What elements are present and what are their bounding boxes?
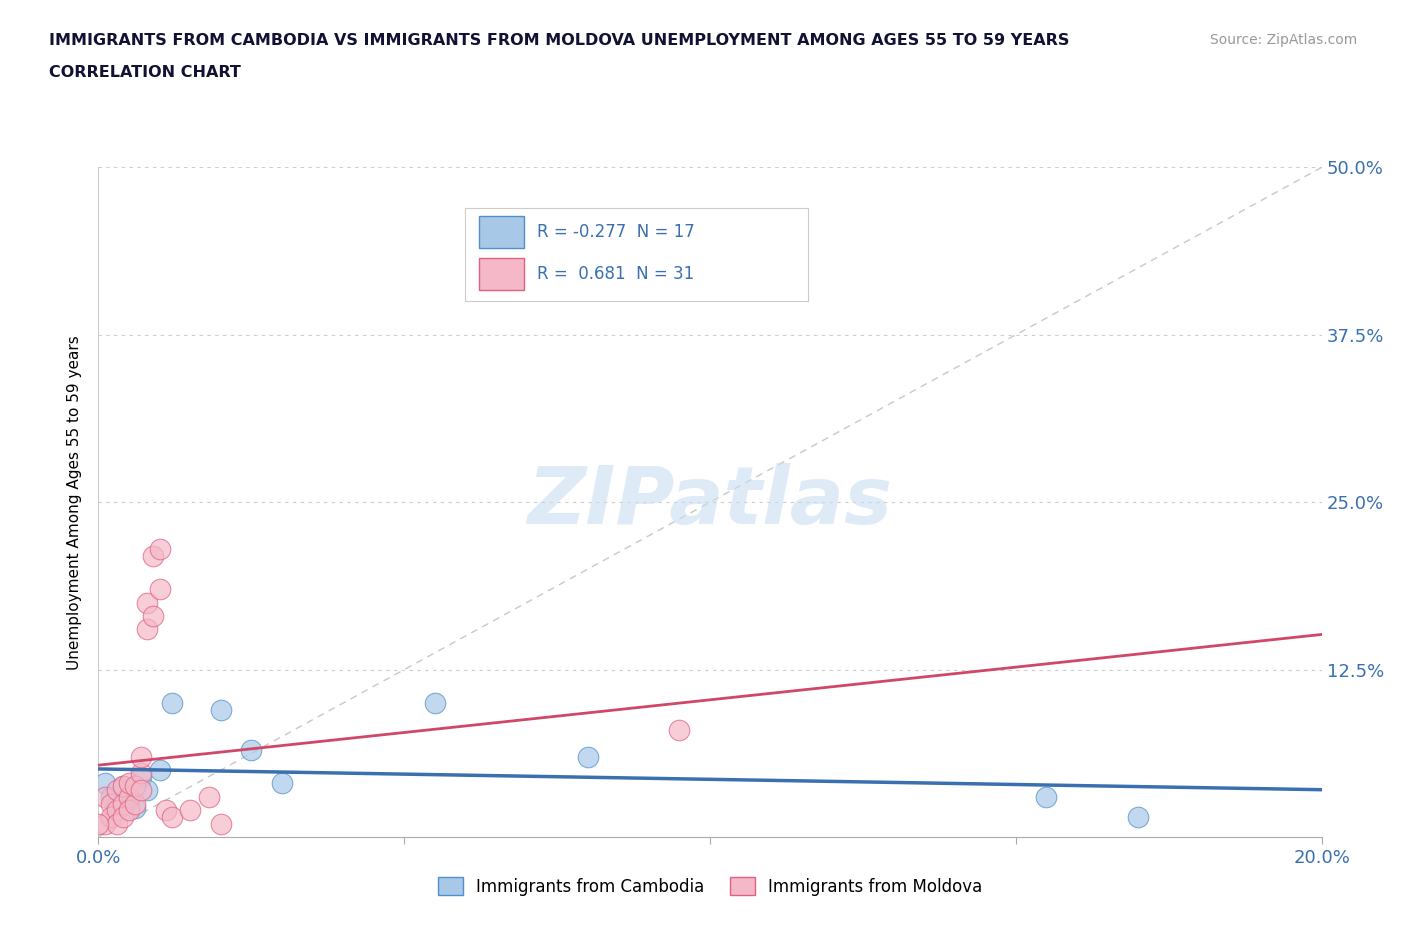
Point	[136, 783, 159, 798]
Point	[111, 809, 134, 824]
Point	[160, 696, 183, 711]
Point	[155, 803, 177, 817]
Point	[105, 796, 128, 811]
Point	[179, 803, 201, 817]
Point	[111, 778, 134, 793]
Text: Source: ZipAtlas.com: Source: ZipAtlas.com	[1209, 33, 1357, 46]
Text: IMMIGRANTS FROM CAMBODIA VS IMMIGRANTS FROM MOLDOVA UNEMPLOYMENT AMONG AGES 55 T: IMMIGRANTS FROM CAMBODIA VS IMMIGRANTS F…	[49, 33, 1070, 47]
Point	[576, 750, 599, 764]
Point	[93, 776, 115, 790]
Point	[118, 803, 141, 817]
Point	[1035, 790, 1057, 804]
Text: CORRELATION CHART: CORRELATION CHART	[49, 65, 240, 80]
Point	[118, 776, 141, 790]
FancyBboxPatch shape	[479, 216, 523, 248]
Point	[129, 769, 152, 784]
Point	[111, 778, 134, 793]
Point	[124, 800, 146, 815]
Point	[111, 796, 134, 811]
Point	[209, 702, 232, 717]
Point	[105, 803, 128, 817]
Point	[129, 765, 152, 780]
Point	[160, 809, 183, 824]
Point	[209, 817, 232, 831]
Point	[270, 776, 292, 790]
Point	[105, 783, 128, 798]
Point	[100, 790, 122, 804]
Point	[87, 817, 110, 831]
Point	[197, 790, 219, 804]
Point	[142, 608, 165, 623]
Text: ZIPatlas: ZIPatlas	[527, 463, 893, 541]
Point	[93, 790, 115, 804]
Point	[129, 783, 152, 798]
Point	[136, 622, 159, 637]
Point	[100, 809, 122, 824]
Point	[668, 723, 690, 737]
Text: R = -0.277  N = 17: R = -0.277 N = 17	[537, 223, 695, 241]
FancyBboxPatch shape	[479, 259, 523, 290]
Point	[118, 792, 141, 807]
Point	[142, 549, 165, 564]
Point	[124, 796, 146, 811]
Point	[149, 582, 172, 597]
Point	[100, 796, 122, 811]
Point	[129, 750, 152, 764]
Point	[118, 790, 141, 804]
Point	[124, 778, 146, 793]
Text: R =  0.681  N = 31: R = 0.681 N = 31	[537, 265, 695, 283]
Point	[149, 763, 172, 777]
Point	[423, 696, 446, 711]
Point	[105, 817, 128, 831]
Legend: Immigrants from Cambodia, Immigrants from Moldova: Immigrants from Cambodia, Immigrants fro…	[432, 870, 988, 902]
Point	[240, 742, 263, 757]
Point	[149, 541, 172, 556]
Point	[1128, 809, 1150, 824]
Point	[93, 817, 115, 831]
Point	[136, 595, 159, 610]
Y-axis label: Unemployment Among Ages 55 to 59 years: Unemployment Among Ages 55 to 59 years	[67, 335, 83, 670]
